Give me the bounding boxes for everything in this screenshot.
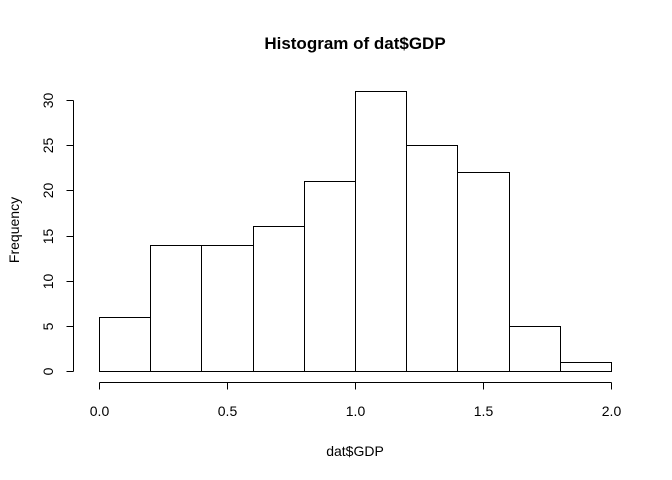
y-tick-label: 0 [40,367,56,375]
histogram-bar-4 [253,226,305,372]
histogram-bar-10 [560,362,612,372]
histogram-bar-2 [150,245,202,372]
y-axis-label: Frequency [6,197,22,263]
histogram-bar-6 [355,91,407,372]
y-tick-label: 5 [40,322,56,330]
bars-group [99,91,612,372]
x-tick-label: 1.0 [346,403,366,419]
y-axis: 0 5 10 15 20 25 30 [40,93,74,375]
x-tick-label: 0.5 [218,403,238,419]
y-tick-label: 20 [40,183,56,199]
x-axis: 0.0 0.5 1.0 1.5 2.0 [90,382,622,419]
histogram-bar-7 [406,145,458,372]
histogram-bar-1 [99,317,151,372]
histogram-bar-8 [457,172,510,372]
x-tick-label: 2.0 [602,403,622,419]
y-tick-label: 10 [40,274,56,290]
histogram-bar-9 [509,326,561,372]
x-tick-label: 0.0 [90,403,110,419]
x-axis-label: dat$GDP [326,443,384,459]
y-tick-label: 15 [40,229,56,245]
y-tick-label: 25 [40,138,56,154]
y-tick-label: 30 [40,93,56,109]
chart-title: Histogram of dat$GDP [264,34,445,53]
x-tick-label: 1.5 [474,403,494,419]
histogram-bar-5 [304,181,356,372]
histogram-bar-3 [201,245,254,372]
